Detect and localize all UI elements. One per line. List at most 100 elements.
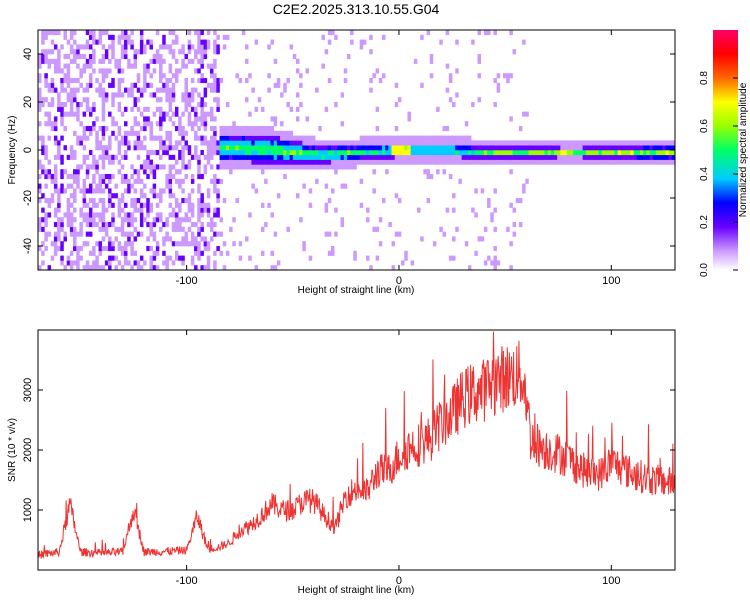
heatmap-cell: [60, 87, 64, 93]
heatmap-cell: [92, 126, 96, 132]
heatmap-cell: [378, 145, 383, 151]
heatmap-cell: [254, 154, 259, 160]
heatmap-cell: [139, 49, 144, 55]
heatmap-cell: [538, 150, 542, 156]
heatmap-cell: [385, 150, 389, 156]
heatmap-cell: [73, 30, 77, 36]
heatmap-cell: [168, 97, 173, 103]
heatmap-cell: [518, 159, 523, 165]
heatmap-cell: [366, 217, 370, 223]
heatmap-cell: [471, 39, 475, 45]
heatmap-cell: [44, 222, 48, 228]
heatmap-cell: [493, 265, 497, 270]
heatmap-cell: [611, 150, 615, 156]
heatmap-cell: [174, 126, 179, 132]
heatmap-cell: [38, 222, 42, 228]
heatmap-cell: [127, 39, 131, 45]
heatmap-cell: [232, 159, 236, 165]
heatmap-cell: [245, 154, 249, 160]
heatmap-cell: [356, 154, 360, 160]
heatmap-cell: [219, 250, 224, 256]
heatmap-cell: [378, 159, 383, 165]
heatmap-cell: [213, 87, 217, 93]
heatmap-cell: [174, 159, 179, 165]
heatmap-cell: [292, 145, 297, 151]
heatmap-cell: [60, 217, 64, 223]
heatmap-cell: [114, 92, 118, 98]
heatmap-cell: [222, 241, 227, 247]
heatmap-cell: [219, 154, 224, 160]
heatmap-cell: [203, 39, 208, 45]
heatmap-cell: [117, 39, 122, 45]
heatmap-cell: [63, 231, 67, 237]
heatmap-cell: [108, 260, 112, 266]
heatmap-cell: [206, 30, 211, 36]
heatmap-cell: [60, 226, 64, 232]
heatmap-cell: [493, 154, 497, 160]
heatmap-cell: [324, 202, 329, 208]
heatmap-cell: [171, 154, 176, 160]
heatmap-cell: [120, 140, 125, 146]
heatmap-cell: [155, 202, 160, 208]
heatmap-cell: [181, 255, 185, 261]
heatmap-cell: [467, 154, 472, 160]
heatmap-cell: [82, 217, 87, 223]
heatmap-cell: [57, 68, 61, 74]
heatmap-cell: [159, 111, 163, 117]
heatmap-cell: [566, 145, 571, 151]
heatmap-cell: [518, 154, 523, 160]
heatmap-cell: [73, 87, 77, 93]
heatmap-cell: [130, 39, 134, 45]
heatmap-cell: [174, 39, 179, 45]
heatmap-cell: [101, 78, 106, 84]
heatmap-cell: [168, 68, 173, 74]
heatmap-cell: [60, 260, 64, 266]
heatmap-cell: [385, 159, 389, 165]
heatmap-cell: [283, 150, 287, 156]
heatmap-cell: [490, 217, 494, 223]
heatmap-cell: [146, 202, 150, 208]
heatmap-cell: [139, 30, 144, 36]
heatmap-cell: [264, 159, 268, 165]
heatmap-cell: [334, 164, 338, 170]
heatmap-cell: [318, 140, 322, 146]
heatmap-cell: [216, 140, 220, 146]
heatmap-cell: [108, 202, 112, 208]
heatmap-cell: [356, 159, 360, 165]
heatmap-cell: [159, 226, 163, 232]
heatmap-cell: [79, 226, 83, 232]
heatmap-cell: [79, 222, 83, 228]
heatmap-cell: [483, 260, 488, 266]
heatmap-cell: [209, 111, 214, 117]
spectrogram-ytick-label: 40: [22, 48, 34, 60]
heatmap-cell: [426, 174, 431, 180]
heatmap-cell: [417, 150, 421, 156]
heatmap-cell: [108, 159, 112, 165]
heatmap-cell: [295, 135, 300, 141]
heatmap-cell: [582, 140, 587, 146]
heatmap-cell: [346, 150, 351, 156]
heatmap-cell: [356, 140, 360, 146]
heatmap-cell: [88, 222, 93, 228]
heatmap-cell: [133, 49, 138, 55]
heatmap-cell: [248, 255, 252, 261]
heatmap-cell: [149, 82, 153, 88]
heatmap-cell: [181, 188, 185, 194]
heatmap-cell: [187, 207, 192, 213]
heatmap-cell: [359, 159, 364, 165]
heatmap-cell: [589, 150, 593, 156]
heatmap-cell: [458, 145, 462, 151]
heatmap-cell: [203, 116, 208, 122]
heatmap-cell: [458, 178, 462, 184]
heatmap-cell: [162, 87, 166, 93]
heatmap-cell: [219, 130, 224, 136]
heatmap-cell: [159, 68, 163, 74]
heatmap-cell: [63, 265, 67, 270]
heatmap-cell: [181, 159, 185, 165]
heatmap-cell: [308, 135, 313, 141]
heatmap-cell: [57, 154, 61, 160]
heatmap-cell: [98, 226, 102, 232]
heatmap-cell: [401, 150, 405, 156]
heatmap-cell: [111, 44, 115, 50]
heatmap-cell: [544, 154, 548, 160]
